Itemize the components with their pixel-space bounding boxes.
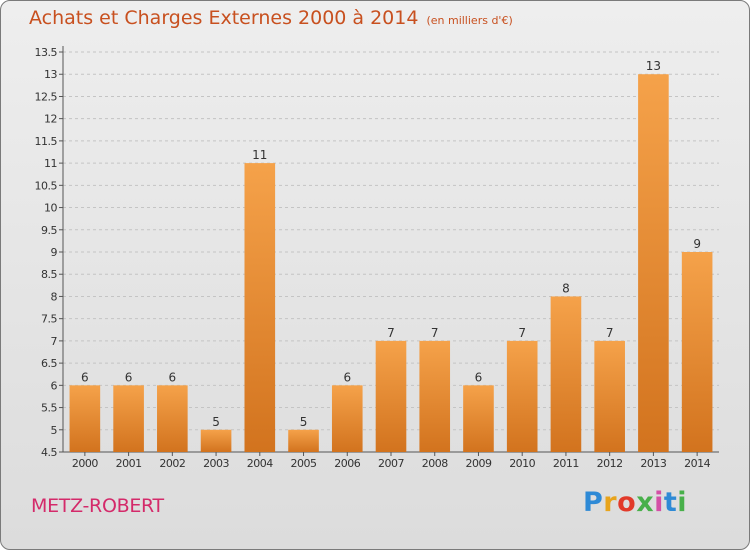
y-tick-label: 9.5 xyxy=(41,224,57,237)
x-tick-label: 2009 xyxy=(465,457,491,470)
bar-2005 xyxy=(288,429,319,452)
y-tick-label: 12.5 xyxy=(35,90,58,103)
bar-2013 xyxy=(638,74,669,452)
y-tick-label: 7.5 xyxy=(41,313,57,326)
bar-2014 xyxy=(681,252,713,452)
bar-2004 xyxy=(244,163,276,452)
bar-value-label: 9 xyxy=(693,237,701,251)
y-tick-label: 13 xyxy=(44,68,57,81)
y-tick-label: 5.5 xyxy=(41,402,57,415)
x-tick-label: 2012 xyxy=(597,457,623,470)
y-tick-label: 11 xyxy=(44,157,57,170)
bar-value-label: 6 xyxy=(125,370,133,384)
bar-value-label: 5 xyxy=(300,415,308,429)
bar-2006 xyxy=(331,385,363,452)
bar-2010 xyxy=(506,340,538,452)
bar-value-label: 7 xyxy=(387,326,395,340)
bar-2008 xyxy=(419,340,451,452)
y-tick-label: 5 xyxy=(51,424,58,437)
bar-2002 xyxy=(157,385,188,452)
x-tick-label: 2003 xyxy=(203,457,229,470)
bar-value-label: 6 xyxy=(475,370,483,384)
bar-value-label: 7 xyxy=(431,326,439,340)
x-tick-label: 2008 xyxy=(422,457,448,470)
y-tick-label: 9 xyxy=(51,246,58,259)
x-tick-label: 2006 xyxy=(334,457,360,470)
bar-value-label: 13 xyxy=(646,59,661,73)
bar-2007 xyxy=(375,340,407,452)
bar-value-label: 7 xyxy=(606,326,614,340)
y-tick-label: 4.5 xyxy=(41,446,57,459)
bar-2012 xyxy=(594,340,625,452)
x-tick-label: 2005 xyxy=(291,457,317,470)
y-tick-label: 12 xyxy=(44,113,57,126)
y-tick-label: 8.5 xyxy=(41,268,57,281)
x-tick-label: 2014 xyxy=(684,457,710,470)
x-tick-label: 2004 xyxy=(247,457,273,470)
bar-value-label: 6 xyxy=(169,370,177,384)
x-tick-label: 2013 xyxy=(640,457,666,470)
chart-subtitle: (en milliers d'€) xyxy=(426,14,513,27)
bar-2003 xyxy=(200,429,232,452)
y-tick-label: 13.5 xyxy=(35,46,58,59)
bar-value-label: 7 xyxy=(518,326,526,340)
bars xyxy=(69,74,713,452)
bar-value-label: 6 xyxy=(343,370,351,384)
y-tick-label: 11.5 xyxy=(35,135,58,148)
bar-value-label: 5 xyxy=(212,415,220,429)
bar-value-label: 11 xyxy=(252,148,267,162)
bar-value-label: 8 xyxy=(562,281,570,295)
y-tick-label: 10 xyxy=(44,202,57,215)
y-tick-label: 10.5 xyxy=(35,179,58,192)
x-tick-label: 2001 xyxy=(116,457,142,470)
y-tick-label: 6.5 xyxy=(41,357,57,370)
x-tick-label: 2010 xyxy=(509,457,535,470)
chart-title: Achats et Charges Externes 2000 à 2014 (e… xyxy=(29,7,513,29)
x-tick-label: 2011 xyxy=(553,457,579,470)
bar-value-label: 6 xyxy=(81,370,89,384)
proxiti-logo: Proxiti xyxy=(583,487,688,518)
bar-2001 xyxy=(113,385,144,452)
bar-2009 xyxy=(463,385,494,452)
y-tick-label: 6 xyxy=(51,379,58,392)
x-tick-label: 2000 xyxy=(72,457,98,470)
bar-2000 xyxy=(69,385,101,452)
place-name: METZ-ROBERT xyxy=(31,495,164,517)
y-tick-label: 8 xyxy=(51,290,58,303)
bar-2011 xyxy=(550,296,582,452)
x-tick-label: 2007 xyxy=(378,457,404,470)
x-tick-label: 2002 xyxy=(159,457,185,470)
chart-title-text: Achats et Charges Externes 2000 à 2014 xyxy=(29,7,419,29)
labels: 4.5 5 5.5 6 6.5 7 7.5 8 8.5 9 9.5 10 10.5 11 11.5 12 12.… xyxy=(35,46,712,470)
y-tick-label: 7 xyxy=(51,335,58,348)
